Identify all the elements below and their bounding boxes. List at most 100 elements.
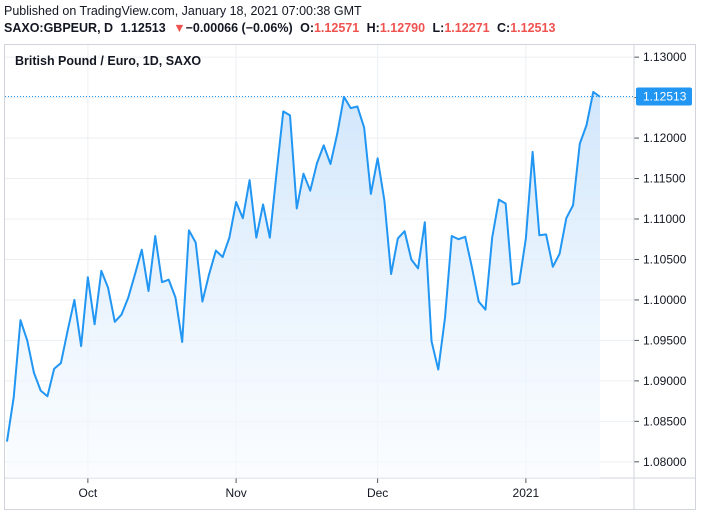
y-tick-label: 1.11500 — [643, 172, 686, 186]
price-point — [417, 267, 419, 269]
price-point — [323, 144, 325, 146]
price-point — [154, 235, 156, 237]
last-price-label: 1.12513 — [643, 90, 687, 104]
x-tick-label: Oct — [79, 486, 98, 500]
price-point — [67, 330, 69, 332]
price-point — [498, 199, 500, 201]
open-label: O: — [300, 21, 314, 35]
y-tick-label: 1.08000 — [643, 455, 687, 469]
change-value: −0.00066 (−0.06%) — [185, 21, 293, 35]
open-value: 1.12571 — [313, 21, 360, 35]
price-point — [134, 273, 136, 275]
close-label: C: — [497, 21, 511, 35]
price-point — [53, 368, 55, 370]
price-point — [491, 237, 493, 239]
price-point — [350, 107, 352, 109]
price-point — [282, 110, 284, 112]
price-point — [404, 230, 406, 232]
price-point — [525, 237, 527, 239]
price-point — [255, 237, 257, 239]
price-point — [215, 250, 217, 252]
price-point — [195, 241, 197, 243]
price-line — [6, 90, 601, 442]
chart-header: Published on TradingView.com, January 18… — [4, 3, 694, 36]
price-point — [383, 199, 385, 201]
symbol-label: SAXO:GBPEUR, D — [4, 21, 114, 35]
chart-title: British Pound / Euro, 1D, SAXO — [15, 54, 201, 68]
close-value: 1.12513 — [510, 21, 556, 35]
price-point — [100, 270, 102, 272]
price-area — [7, 91, 600, 478]
published-line: Published on TradingView.com, January 18… — [4, 4, 362, 18]
x-tick-label: Dec — [367, 486, 388, 500]
price-point — [296, 207, 298, 209]
price-point — [249, 179, 251, 181]
price-point — [437, 369, 439, 371]
price-point — [303, 173, 305, 175]
price-point — [174, 297, 176, 299]
price-point — [329, 163, 331, 165]
price-point — [457, 238, 459, 240]
price-point — [40, 390, 42, 392]
price-point — [13, 396, 15, 398]
price-point — [60, 362, 62, 364]
price-point — [579, 143, 581, 145]
price-point — [484, 309, 486, 311]
price-point — [161, 281, 163, 283]
price-point — [87, 276, 89, 278]
price-point — [572, 204, 574, 206]
price-point — [336, 133, 338, 135]
low-value: 1.12271 — [444, 21, 490, 35]
price-point — [424, 221, 426, 223]
x-tick-label: Nov — [225, 486, 246, 500]
price-point — [114, 321, 116, 323]
price-point — [276, 172, 278, 174]
y-tick-label: 1.08500 — [643, 414, 687, 428]
price-point — [181, 341, 183, 343]
price-point — [316, 162, 318, 164]
y-tick-label: 1.09500 — [643, 333, 687, 347]
price-point — [538, 234, 540, 236]
price-point — [565, 217, 567, 219]
price-point — [532, 151, 534, 153]
price-point — [552, 266, 554, 268]
high-value: 1.12790 — [379, 21, 426, 35]
price-point — [505, 203, 507, 205]
quote-line: SAXO:GBPEUR, D 1.12513 ▼−0.00066 (−0.06%… — [4, 20, 694, 36]
price-point — [370, 193, 372, 195]
price-point — [451, 235, 453, 237]
low-label: L: — [432, 21, 445, 35]
price-point — [471, 267, 473, 269]
price-point — [26, 339, 28, 341]
price-point — [586, 124, 588, 126]
price-point — [228, 237, 230, 239]
price-point — [107, 287, 109, 289]
price-point — [208, 273, 210, 275]
price-point — [363, 127, 365, 129]
price-value: 1.12513 — [120, 21, 166, 35]
price-point — [235, 201, 237, 203]
price-point — [518, 282, 520, 284]
price-point — [80, 345, 82, 347]
price-point — [46, 395, 48, 397]
price-point — [397, 237, 399, 239]
price-point — [121, 314, 123, 316]
y-tick-label: 1.10500 — [643, 252, 687, 266]
price-point — [545, 233, 547, 235]
price-point — [410, 258, 412, 260]
price-point — [356, 106, 358, 108]
y-tick-label: 1.09000 — [643, 374, 687, 388]
last-price-badge: 1.12513 — [636, 87, 692, 106]
price-point — [377, 157, 379, 159]
price-point — [19, 319, 21, 321]
price-point — [559, 253, 561, 255]
price-point — [289, 114, 291, 116]
y-tick-label: 1.10000 — [643, 293, 687, 307]
change-arrow-icon: ▼ — [173, 21, 186, 35]
x-tick-label: 2021 — [513, 486, 540, 500]
price-point — [464, 236, 466, 238]
y-tick-label: 1.11000 — [643, 212, 686, 226]
price-point — [127, 297, 129, 299]
price-point — [478, 301, 480, 303]
